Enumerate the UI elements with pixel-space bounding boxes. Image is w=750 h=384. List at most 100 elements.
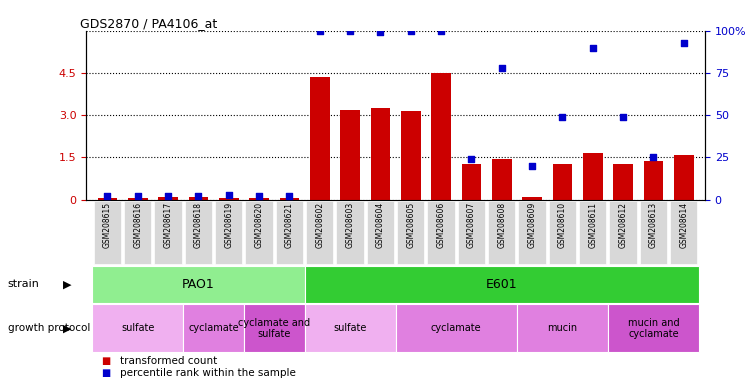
Text: GSM208604: GSM208604 [376,202,385,248]
Text: strain: strain [8,279,39,289]
Point [284,193,296,199]
Point [466,156,478,162]
Text: ■: ■ [101,356,110,366]
Point [223,192,235,198]
FancyBboxPatch shape [304,266,699,303]
Text: GSM208605: GSM208605 [406,202,416,248]
Text: ▶: ▶ [63,279,71,289]
Bar [158,197,178,200]
Bar [188,197,209,200]
Bar [674,155,694,200]
FancyBboxPatch shape [396,305,517,352]
FancyBboxPatch shape [304,305,396,352]
Text: GSM208617: GSM208617 [164,202,172,248]
FancyBboxPatch shape [610,201,637,264]
Bar [583,153,603,200]
Bar [249,198,269,200]
FancyBboxPatch shape [276,201,303,264]
Text: mucin and
cyclamate: mucin and cyclamate [628,318,680,339]
FancyBboxPatch shape [92,305,183,352]
Bar [340,109,360,200]
Point [254,193,266,199]
Text: GSM208609: GSM208609 [527,202,536,248]
Text: sulfate: sulfate [334,323,367,333]
FancyBboxPatch shape [427,201,454,264]
Bar [553,164,572,200]
FancyBboxPatch shape [154,201,182,264]
Bar [310,77,330,200]
Text: GSM208603: GSM208603 [346,202,355,248]
Text: GSM208614: GSM208614 [680,202,688,248]
FancyBboxPatch shape [518,201,546,264]
FancyBboxPatch shape [398,201,424,264]
Bar [128,198,148,200]
FancyBboxPatch shape [92,266,304,303]
Text: cyclamate: cyclamate [188,323,239,333]
Bar [614,164,633,200]
Bar [370,108,390,200]
Text: GSM208602: GSM208602 [315,202,324,248]
Point [617,114,629,120]
Text: growth protocol: growth protocol [8,323,90,333]
Bar [522,197,542,200]
Text: GSM208620: GSM208620 [255,202,264,248]
FancyBboxPatch shape [517,305,608,352]
Bar [401,111,421,200]
FancyBboxPatch shape [670,201,698,264]
Text: GSM208610: GSM208610 [558,202,567,248]
FancyBboxPatch shape [124,201,152,264]
FancyBboxPatch shape [306,201,334,264]
Point [132,193,144,199]
FancyBboxPatch shape [183,305,244,352]
Text: GSM208612: GSM208612 [619,202,628,248]
Point [374,29,386,35]
Text: percentile rank within the sample: percentile rank within the sample [120,368,296,379]
Bar [98,198,117,200]
FancyBboxPatch shape [215,201,242,264]
Point [314,28,326,34]
Point [678,40,690,46]
Text: sulfate: sulfate [122,323,154,333]
Point [435,28,447,34]
Bar [461,164,482,200]
Text: GSM208615: GSM208615 [103,202,112,248]
Text: GDS2870 / PA4106_at: GDS2870 / PA4106_at [80,17,218,30]
Point [193,193,205,199]
FancyBboxPatch shape [579,201,607,264]
Text: GSM208608: GSM208608 [497,202,506,248]
Bar [219,198,239,200]
FancyBboxPatch shape [244,305,304,352]
Text: PAO1: PAO1 [182,278,214,291]
Bar [280,198,299,200]
Text: GSM208606: GSM208606 [436,202,445,248]
FancyBboxPatch shape [640,201,667,264]
FancyBboxPatch shape [184,201,212,264]
Bar [492,159,512,200]
Text: cyclamate: cyclamate [431,323,482,333]
Text: mucin: mucin [548,323,578,333]
FancyBboxPatch shape [337,201,364,264]
Text: GSM208618: GSM208618 [194,202,203,248]
Point [405,28,417,34]
Point [162,193,174,199]
Text: GSM208613: GSM208613 [649,202,658,248]
Point [344,28,356,34]
Point [101,193,113,199]
FancyBboxPatch shape [458,201,485,264]
Text: cyclamate and
sulfate: cyclamate and sulfate [238,318,310,339]
Bar [431,73,451,200]
Point [496,65,508,71]
Text: GSM208621: GSM208621 [285,202,294,248]
Text: GSM208616: GSM208616 [134,202,142,248]
Point [556,114,568,120]
Text: GSM208607: GSM208607 [467,202,476,248]
Point [526,163,538,169]
Text: transformed count: transformed count [120,356,218,366]
FancyBboxPatch shape [245,201,273,264]
Text: GSM208619: GSM208619 [224,202,233,248]
Text: GSM208611: GSM208611 [588,202,597,248]
FancyBboxPatch shape [549,201,576,264]
FancyBboxPatch shape [94,201,122,264]
Bar [644,161,663,200]
FancyBboxPatch shape [367,201,394,264]
